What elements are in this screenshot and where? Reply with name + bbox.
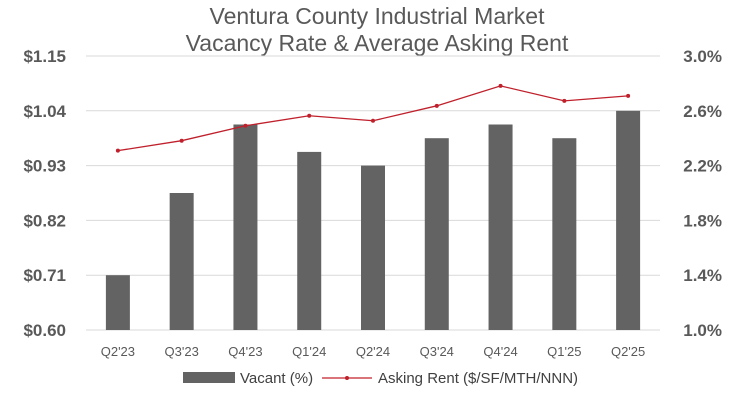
bar (424, 138, 449, 330)
bar (105, 275, 130, 330)
left-axis-ticks: $1.15 $1.04 $0.93 $0.82 $0.71 $0.60 (23, 47, 66, 340)
x-axis-tick-label: Q2'23 (101, 344, 135, 359)
rent-line (117, 85, 629, 152)
legend-label-rent: Asking Rent ($/SF/MTH/NNN) (378, 370, 578, 387)
x-axis-tick-label: Q1'24 (292, 344, 326, 359)
legend-label-vacant: Vacant (%) (240, 370, 313, 387)
x-axis-tick-label: Q4'24 (483, 344, 517, 359)
bar (488, 124, 513, 330)
x-axis-tick-label: Q4'23 (228, 344, 262, 359)
legend-swatch-vacant (183, 372, 235, 383)
right-axis-tick-label: 1.4% (683, 266, 722, 285)
right-axis-tick-label: 1.0% (683, 321, 722, 340)
left-axis-tick-label: $0.71 (23, 266, 66, 285)
line-point (434, 103, 439, 108)
left-axis-tick-label: $1.15 (23, 47, 66, 66)
bar (552, 138, 577, 330)
legend: Vacant (%) Asking Rent ($/SF/MTH/NNN) (183, 370, 578, 387)
line-point (371, 118, 375, 123)
chart-title: Ventura County Industrial Market (210, 3, 546, 29)
chart-subtitle: Vacancy Rate & Average Asking Rent (186, 30, 569, 56)
bar (233, 124, 258, 330)
left-axis-tick-label: $0.82 (23, 211, 66, 230)
right-axis-tick-label: 3.0% (683, 47, 722, 66)
line-point (562, 98, 567, 103)
bar (361, 165, 385, 330)
x-axis-tick-label: Q2'24 (356, 344, 390, 359)
bar (616, 110, 641, 330)
line-point (307, 113, 312, 118)
bar (169, 193, 194, 330)
x-axis-tick-label: Q3'24 (420, 344, 454, 359)
line-point (498, 83, 503, 88)
left-axis-tick-label: $0.60 (23, 321, 66, 340)
line-point (243, 123, 248, 128)
x-axis-tick-label: Q1'25 (547, 344, 581, 359)
line-point (179, 138, 184, 143)
right-axis-ticks: 3.0% 2.6% 2.2% 1.8% 1.4% 1.0% (683, 47, 722, 340)
x-axis-tick-label: Q2'25 (611, 344, 645, 359)
bar (297, 151, 322, 330)
left-axis-tick-label: $0.93 (23, 157, 66, 176)
line-point (115, 148, 120, 153)
line-point (626, 93, 631, 98)
x-axis-tick-label: Q3'23 (165, 344, 199, 359)
left-axis-tick-label: $1.04 (23, 102, 66, 121)
bar-series (105, 110, 641, 330)
right-axis-tick-label: 2.2% (683, 157, 722, 176)
legend-swatch-rent-marker (345, 376, 349, 380)
right-axis-tick-label: 2.6% (683, 102, 722, 121)
right-axis-tick-label: 1.8% (683, 211, 722, 230)
x-axis-ticks: Q2'23 Q3'23 Q4'23 Q1'24 Q2'24 Q3'24 Q4'24 Q1'25… (101, 344, 646, 359)
line-series (115, 83, 631, 153)
